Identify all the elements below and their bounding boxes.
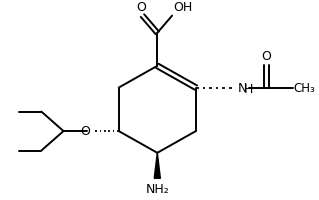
Text: N: N — [237, 82, 247, 95]
Text: OH: OH — [174, 1, 193, 14]
Text: O: O — [262, 50, 271, 63]
Text: O: O — [136, 1, 146, 14]
Text: NH₂: NH₂ — [145, 182, 169, 195]
Text: O: O — [80, 124, 90, 137]
Text: CH₃: CH₃ — [294, 82, 315, 95]
Polygon shape — [154, 153, 160, 178]
Text: H: H — [243, 82, 253, 95]
